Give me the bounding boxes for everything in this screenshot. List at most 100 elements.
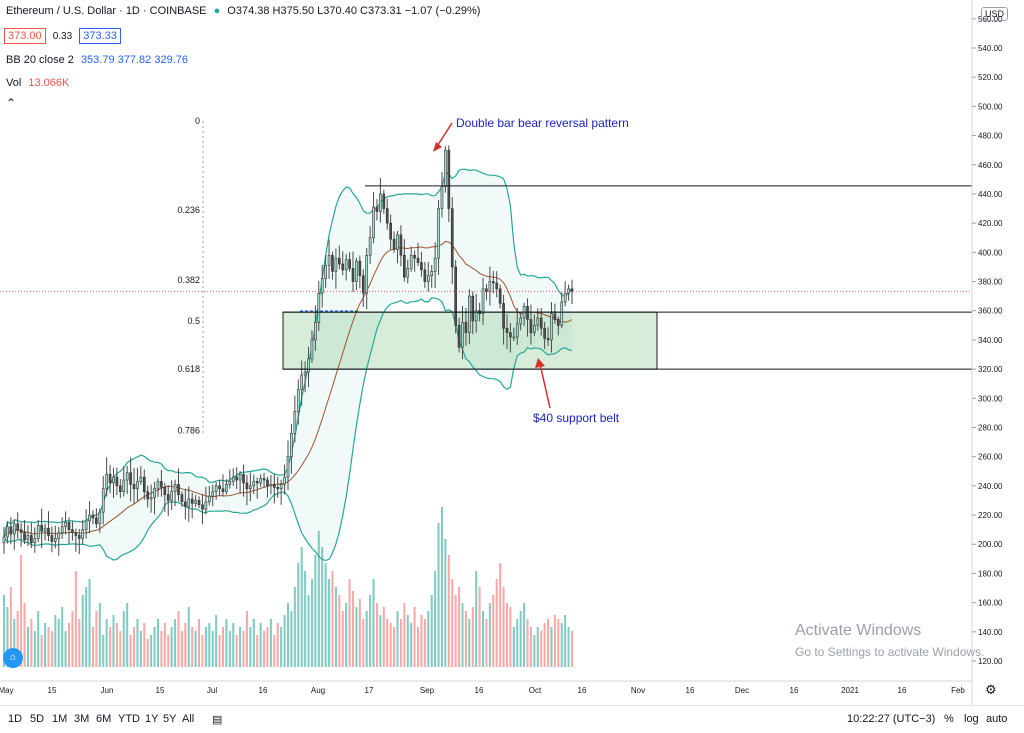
volume-bar	[221, 627, 225, 667]
volume-bar	[543, 623, 546, 667]
candle-body	[276, 487, 280, 490]
candle-body	[450, 208, 454, 268]
time-tick-label: 16	[578, 686, 587, 695]
candle-body	[471, 295, 475, 322]
fib-level-label: 0.786	[177, 425, 200, 435]
clock-display[interactable]: 10:22:27 (UTC−3)	[847, 713, 936, 725]
candle-body	[16, 523, 20, 530]
candle-body	[238, 473, 242, 481]
price-tick-label: 440.00	[978, 190, 1003, 199]
volume-legend: Vol 13.066K	[6, 77, 73, 89]
candle-body	[57, 532, 61, 539]
collapse-chevron-icon[interactable]: ⌃	[6, 96, 17, 110]
candle-body	[255, 481, 259, 484]
candle-body	[6, 526, 9, 538]
price-tick-label: 560.00	[978, 15, 1003, 24]
volume-bar	[191, 627, 194, 667]
ask-button[interactable]: 373.33	[79, 28, 121, 44]
time-tick-label: Jun	[101, 686, 114, 695]
range-3m[interactable]: 3M	[74, 713, 90, 725]
candle-body	[71, 529, 74, 533]
candle-body	[160, 481, 163, 488]
volume-bar	[6, 607, 9, 667]
volume-bar	[420, 615, 423, 667]
range-5d[interactable]: 5D	[30, 713, 45, 725]
settings-gear-icon[interactable]: ⚙	[985, 683, 997, 698]
candle-body	[279, 484, 283, 490]
reversal-arrow-head	[433, 142, 442, 152]
volume-bar	[369, 595, 372, 667]
price-tick-label: 480.00	[978, 132, 1003, 141]
candle-body	[290, 433, 293, 457]
volume-bar	[239, 627, 242, 667]
range-all[interactable]: All	[182, 713, 195, 725]
log-toggle[interactable]: log	[964, 713, 979, 725]
candle-body	[406, 268, 410, 278]
volume-bar	[533, 635, 536, 667]
candle-body	[163, 487, 167, 495]
candle-body	[379, 193, 382, 212]
price-tick-label: 160.00	[978, 599, 1003, 608]
fibonacci-levels: 0 0.236 0.382 0.5 0.618 0.786	[177, 116, 204, 435]
volume-bar	[430, 595, 433, 667]
volume-bar	[461, 603, 464, 667]
candle-body	[440, 186, 444, 209]
price-tick-label: 280.00	[978, 423, 1003, 432]
bb-lower-line	[3, 297, 573, 562]
candle-body	[211, 491, 215, 497]
price-axis-bg	[972, 0, 1024, 705]
date-range-calendar-icon[interactable]: ▤	[212, 714, 223, 726]
candle-body	[358, 260, 362, 276]
volume-bar	[358, 599, 361, 667]
price-tick-label: 340.00	[978, 336, 1003, 345]
volume-bar	[266, 627, 269, 667]
range-1m[interactable]: 1M	[52, 713, 68, 725]
volume-bar	[286, 603, 290, 667]
volume-bar	[71, 611, 74, 667]
candle-body	[187, 498, 191, 507]
candle-body	[81, 529, 85, 539]
range-5y[interactable]: 5Y	[163, 713, 177, 725]
currency-label[interactable]: USD	[981, 7, 1009, 21]
range-1y[interactable]: 1Y	[145, 713, 159, 725]
volume-bar	[256, 635, 259, 667]
auto-toggle[interactable]: auto	[986, 713, 1008, 725]
volume-bar	[170, 627, 173, 667]
candle-body	[454, 266, 457, 326]
candle-body	[266, 479, 269, 487]
volume-bar	[458, 587, 461, 667]
candle-body	[365, 254, 369, 294]
candle-body	[300, 374, 304, 390]
time-tick-label: 16	[475, 686, 484, 695]
candle-body	[190, 498, 194, 504]
candle-body	[444, 149, 447, 187]
bid-button[interactable]: 373.00	[4, 28, 46, 44]
volume-bar	[505, 603, 509, 667]
tradingview-logo-icon[interactable]: ⌂	[3, 648, 23, 668]
candle-body	[74, 532, 78, 536]
volume-bar	[495, 579, 498, 667]
percent-toggle[interactable]: %	[944, 713, 954, 725]
volume-bar	[85, 587, 88, 667]
time-tick-label: 16	[686, 686, 695, 695]
volume-bar	[228, 631, 231, 667]
volume-bar	[98, 603, 101, 667]
candle-body	[98, 511, 102, 525]
price-chart[interactable]: 445.53359.00319.95373.3116:37:33 00.2360…	[0, 0, 1024, 705]
candle-body	[207, 495, 211, 503]
candle-body	[204, 501, 208, 510]
volume-bar	[499, 563, 502, 667]
volume-bar	[396, 611, 399, 667]
candle-body	[262, 478, 266, 481]
range-1d[interactable]: 1D	[8, 713, 23, 725]
volume-bar	[427, 611, 430, 667]
range-6m[interactable]: 6M	[96, 713, 112, 725]
volume-bar	[194, 631, 197, 667]
volume-bar	[20, 555, 23, 667]
volume-bar	[553, 615, 556, 667]
candle-body	[149, 497, 153, 500]
volume-bar	[410, 623, 413, 667]
range-ytd[interactable]: YTD	[118, 713, 140, 725]
candle-body	[310, 339, 314, 360]
volume-bar	[290, 611, 293, 667]
